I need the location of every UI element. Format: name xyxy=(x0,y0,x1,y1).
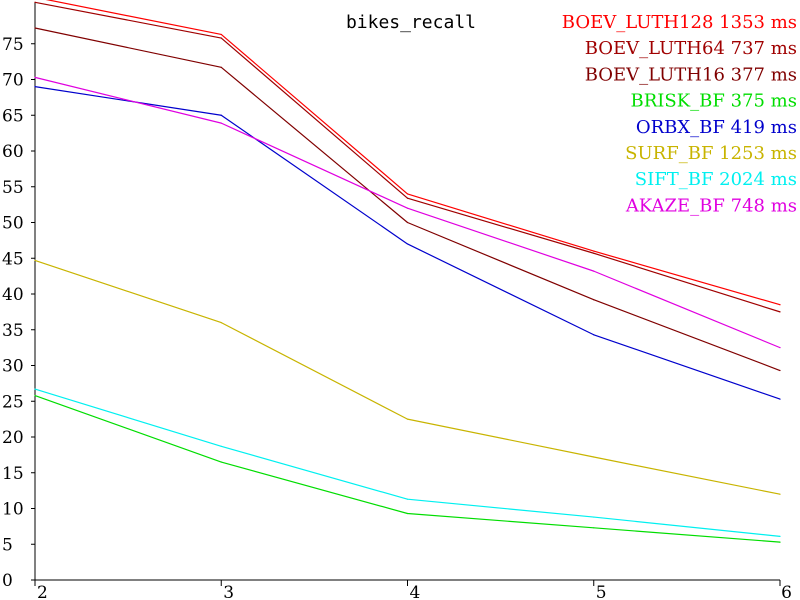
series-lines xyxy=(34,0,781,543)
data-point xyxy=(779,311,781,313)
data-point xyxy=(593,527,595,529)
x-tick-label: 3 xyxy=(223,583,234,600)
data-point xyxy=(406,512,409,515)
y-tick-label: 35 xyxy=(2,321,24,341)
legend: BOEV_LUTH128 1353 ms BOEV_LUTH64 737 ms BO… xyxy=(562,12,797,216)
data-point xyxy=(779,535,781,537)
data-point xyxy=(406,207,409,209)
y-tick-label: 50 xyxy=(2,214,24,234)
data-point xyxy=(593,334,595,336)
data-point xyxy=(34,27,36,29)
data-point xyxy=(34,259,36,261)
legend-entry: SURF_BF 1253 ms xyxy=(625,143,797,164)
legend-entry: BOEV_LUTH16 377 ms xyxy=(585,64,797,85)
data-point xyxy=(406,221,409,224)
data-point xyxy=(779,493,781,495)
y-tick-label: 60 xyxy=(2,142,24,162)
legend-entry: SIFT_BF 2024 ms xyxy=(635,169,797,190)
data-point xyxy=(34,394,36,397)
y-tick-label: 55 xyxy=(2,178,24,198)
data-point xyxy=(406,197,409,199)
data-point xyxy=(406,418,409,420)
series-line-sift-bf xyxy=(34,388,781,537)
data-point xyxy=(779,541,781,543)
y-tick-label: 40 xyxy=(2,285,24,305)
y-tick-label: 25 xyxy=(2,392,24,412)
y-tick-label: 70 xyxy=(2,71,24,91)
series-line-surf-bf xyxy=(34,259,781,495)
data-point xyxy=(779,398,781,400)
y-tick-label: 15 xyxy=(2,464,24,484)
data-point xyxy=(220,122,222,124)
data-point xyxy=(779,347,781,349)
data-point xyxy=(220,33,222,36)
y-tick-label: 5 xyxy=(2,535,13,555)
legend-entry: AKAZE_BF 748 ms xyxy=(625,195,797,216)
x-tick-label: 6 xyxy=(781,583,792,600)
y-tick-label: 20 xyxy=(2,428,24,448)
data-point xyxy=(34,1,36,3)
legend-entry: BOEV_LUTH64 737 ms xyxy=(585,38,797,59)
data-point xyxy=(406,243,409,245)
data-point xyxy=(220,66,222,68)
data-point xyxy=(593,299,595,301)
data-point xyxy=(34,388,36,390)
series-line-brisk-bf xyxy=(34,394,781,543)
x-tick-label: 5 xyxy=(596,583,607,600)
data-point xyxy=(779,369,781,372)
data-point xyxy=(593,250,595,252)
chart-text: bikes_recall xyxy=(346,12,476,33)
data-point xyxy=(406,498,409,500)
data-point xyxy=(220,322,222,324)
y-tick-label: 45 xyxy=(2,249,24,269)
legend-entry: ORBX_BF 419 ms xyxy=(636,117,797,138)
legend-entry: BOEV_LUTH128 1353 ms xyxy=(562,12,797,33)
data-point xyxy=(34,76,36,78)
x-tick-label: 4 xyxy=(410,583,421,600)
data-point xyxy=(220,445,222,447)
data-point xyxy=(406,193,409,195)
data-point xyxy=(220,37,222,39)
y-tick-label: 30 xyxy=(2,357,24,377)
data-point xyxy=(220,114,222,116)
data-point xyxy=(593,516,595,518)
chart-title: bikes_recall xyxy=(346,12,476,33)
data-point xyxy=(593,456,595,458)
data-point xyxy=(779,304,781,306)
y-tick-label: 0 xyxy=(2,571,13,591)
x-tick-label: 2 xyxy=(37,583,48,600)
data-point xyxy=(593,270,595,272)
data-point xyxy=(220,461,222,463)
legend-entry: BRISK_BF 375 ms xyxy=(631,91,798,112)
data-point xyxy=(34,86,36,88)
y-tick-label: 75 xyxy=(2,35,24,55)
data-point xyxy=(593,252,595,254)
y-tick-label: 65 xyxy=(2,106,24,126)
y-tick-label: 10 xyxy=(2,500,24,520)
